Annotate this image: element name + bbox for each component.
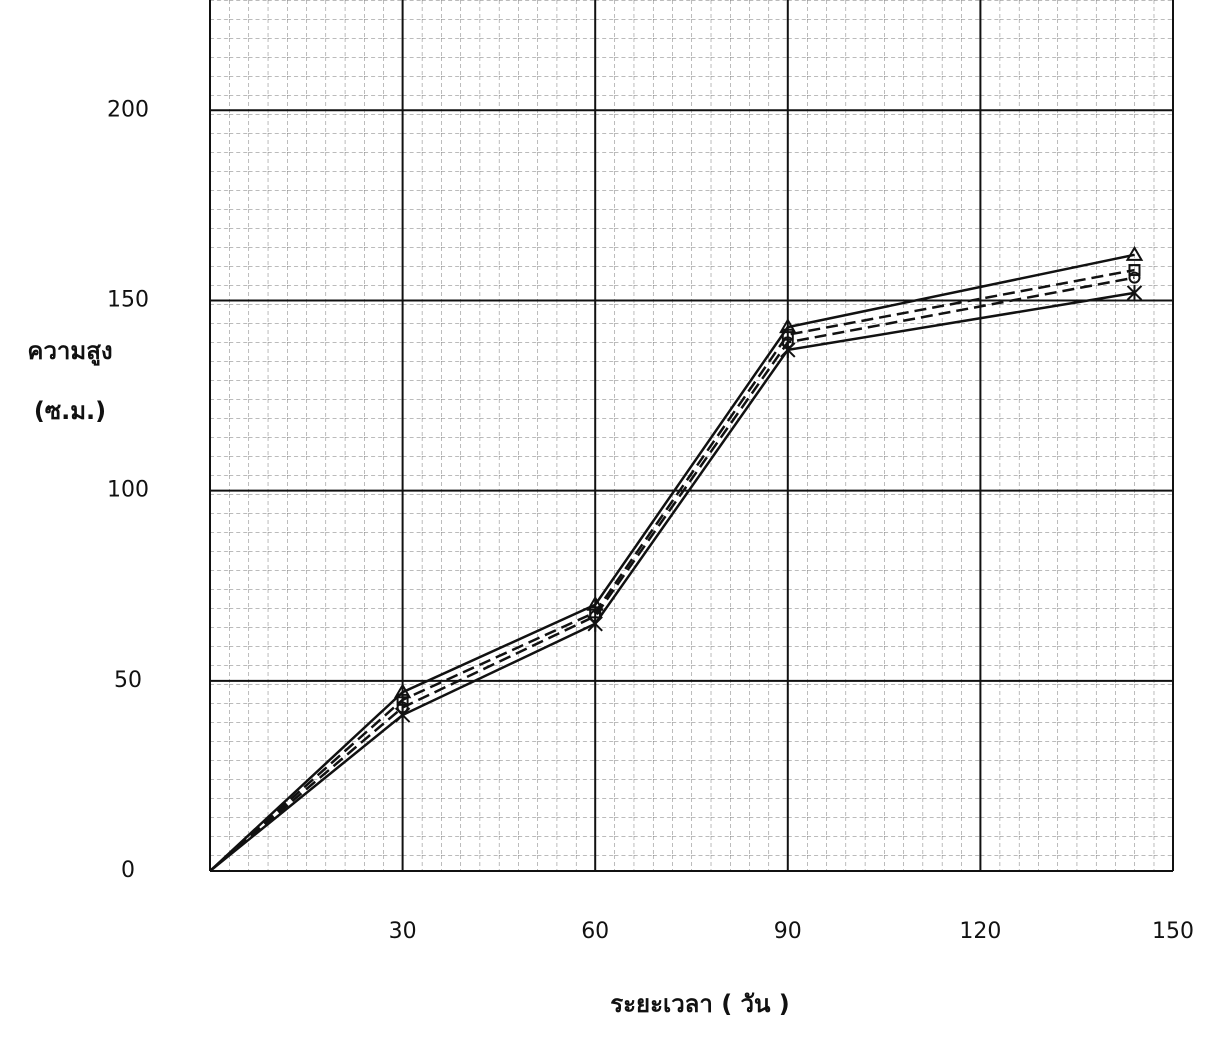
x-axis-title: ระยะเวลา ( วัน ) xyxy=(610,990,789,1018)
y-axis-title: (ซ.ม.) xyxy=(34,397,106,425)
minor-grid xyxy=(210,0,1173,871)
y-tick-label: 200 xyxy=(107,97,149,122)
chart: ความสูง (ซ.ม.) ระยะเวลา ( วัน ) 0 50 100 15… xyxy=(0,0,1207,1042)
y-tick-label: 0 xyxy=(121,858,135,883)
y-tick-label: 100 xyxy=(107,478,149,503)
x-tick-label: 90 xyxy=(774,919,802,944)
y-tick-label: 150 xyxy=(107,287,149,312)
x-tick-label: 120 xyxy=(959,919,1001,944)
x-tick-label: 150 xyxy=(1152,919,1194,944)
x-tick-label: 60 xyxy=(581,919,609,944)
y-tick-label: 50 xyxy=(114,668,142,693)
y-axis-title: ความสูง xyxy=(27,337,112,366)
x-tick-label: 30 xyxy=(389,919,417,944)
